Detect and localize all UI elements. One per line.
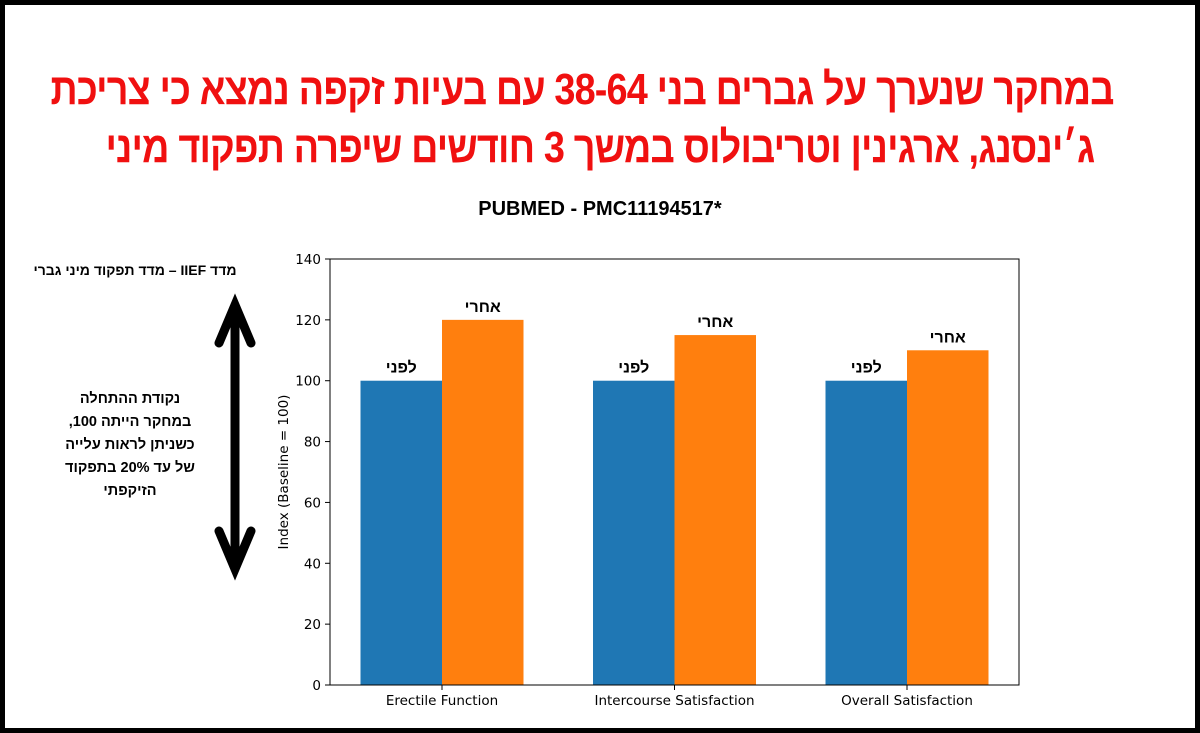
bar-before	[825, 380, 907, 685]
headline-line-2: ג׳ינסנג, ארגינין וטריבולוס במשך 3 חודשים…	[105, 123, 1096, 172]
y-tick-label: 80	[304, 435, 321, 451]
bar-data-label: לפני	[386, 359, 417, 377]
side-note-line: כשניתן לראות עלייה	[65, 437, 195, 453]
y-tick-label: 60	[304, 495, 321, 511]
y-axis-label: Index (Baseline = 100)	[276, 395, 292, 550]
y-tick-label: 100	[295, 374, 321, 390]
side-note-line: של עד 20% בתפקוד	[65, 460, 195, 476]
double-arrow-vertical-icon	[214, 293, 256, 581]
x-tick-label: Overall Satisfaction	[841, 693, 973, 709]
bar-before	[593, 380, 675, 685]
x-tick-label: Erectile Function	[386, 693, 498, 709]
iief-heading: מדד IIEF – מדד תפקוד מיני גברי	[33, 262, 237, 278]
bar-data-label: אחרי	[697, 314, 733, 331]
headline: במחקר שנערך על גברים בני 38-64 עם בעיות …	[0, 62, 1200, 178]
side-note-line: במחקר הייתה 100,	[68, 414, 192, 430]
y-tick-label: 20	[304, 617, 321, 633]
y-tick-label: 120	[295, 313, 321, 329]
bar-after	[442, 319, 524, 685]
side-note-line: הזיקפתי	[103, 483, 157, 499]
y-tick-label: 40	[304, 556, 321, 572]
bar-data-label: לפני	[851, 359, 882, 377]
bar-data-label: לפני	[618, 359, 649, 377]
source-reference: PUBMED - PMC11194517*	[478, 198, 722, 220]
y-tick-label: 0	[312, 678, 321, 694]
bar-before	[360, 380, 442, 685]
y-tick-label: 140	[295, 252, 321, 268]
x-tick-label: Intercourse Satisfaction	[594, 693, 754, 709]
bar-after	[907, 350, 989, 685]
bar-after	[674, 335, 756, 685]
bar-data-label: אחרי	[930, 329, 966, 346]
bar-data-label: אחרי	[465, 299, 501, 316]
side-note-line: נקודת ההתחלה	[79, 391, 181, 407]
headline-line-1: במחקר שנערך על גברים בני 38-64 עם בעיות …	[50, 65, 1114, 114]
side-note: נקודת ההתחלה במחקר הייתה 100, כשניתן לרא…	[20, 388, 240, 503]
plot-area-frame	[329, 258, 1020, 686]
